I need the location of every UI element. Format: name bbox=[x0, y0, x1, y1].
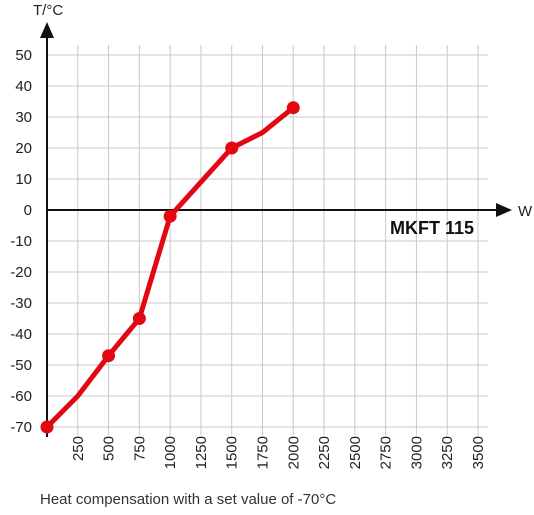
x-tick-label: 1750 bbox=[255, 436, 272, 469]
x-axis-label: W bbox=[518, 203, 533, 220]
data-point bbox=[286, 101, 300, 115]
x-tick-label: 1500 bbox=[224, 436, 241, 469]
y-tick-label: -20 bbox=[10, 264, 32, 281]
data-point bbox=[132, 312, 146, 325]
data-point bbox=[225, 141, 239, 155]
x-tick-label: 1000 bbox=[162, 436, 179, 469]
y-axis-arrow-icon bbox=[40, 22, 54, 38]
y-tick-label: 0 bbox=[24, 202, 32, 219]
axes bbox=[40, 22, 512, 437]
x-axis-arrow-icon bbox=[496, 203, 512, 217]
data-point bbox=[102, 349, 116, 363]
x-tick-label: 3000 bbox=[408, 436, 425, 469]
x-tick-label: 2250 bbox=[316, 436, 333, 469]
grid bbox=[47, 45, 488, 435]
x-tick-label: 500 bbox=[101, 436, 118, 461]
model-annotation: MKFT 115 bbox=[390, 218, 474, 238]
data-point bbox=[40, 420, 54, 434]
y-tick-label: -70 bbox=[10, 419, 32, 436]
x-tick-label: 1250 bbox=[193, 436, 210, 469]
y-tick-label: -60 bbox=[10, 388, 32, 405]
y-tick-label: 40 bbox=[15, 78, 32, 95]
y-tick-label: -30 bbox=[10, 295, 32, 312]
y-tick-label: -40 bbox=[10, 326, 32, 343]
y-tick-label: 10 bbox=[15, 171, 32, 188]
x-tick-label: 2750 bbox=[378, 436, 395, 469]
y-axis-label: T/°C bbox=[33, 2, 63, 19]
y-tick-label: 20 bbox=[15, 140, 32, 157]
x-tick-label: 3250 bbox=[439, 436, 456, 469]
chart-caption: Heat compensation with a set value of -7… bbox=[40, 491, 337, 508]
y-tick-label: 30 bbox=[15, 109, 32, 126]
x-tick-label: 750 bbox=[131, 436, 148, 461]
data-point bbox=[163, 209, 177, 223]
y-tick-label: 50 bbox=[15, 47, 32, 64]
x-tick-label: 250 bbox=[70, 436, 87, 461]
x-tick-label: 2500 bbox=[347, 436, 364, 469]
x-tick-label: 2000 bbox=[285, 436, 302, 469]
y-tick-labels: 50 40 30 20 10 0 -10 -20 -30 -40 -50 -60 -70 bbox=[10, 47, 32, 436]
y-tick-label: -50 bbox=[10, 357, 32, 374]
x-tick-label: 3500 bbox=[470, 436, 487, 469]
x-tick-labels: 250 500 750 1000 1250 1500 1750 2000 2250 2500 275… bbox=[70, 436, 487, 469]
y-tick-label: -10 bbox=[10, 233, 32, 250]
series bbox=[40, 101, 300, 434]
